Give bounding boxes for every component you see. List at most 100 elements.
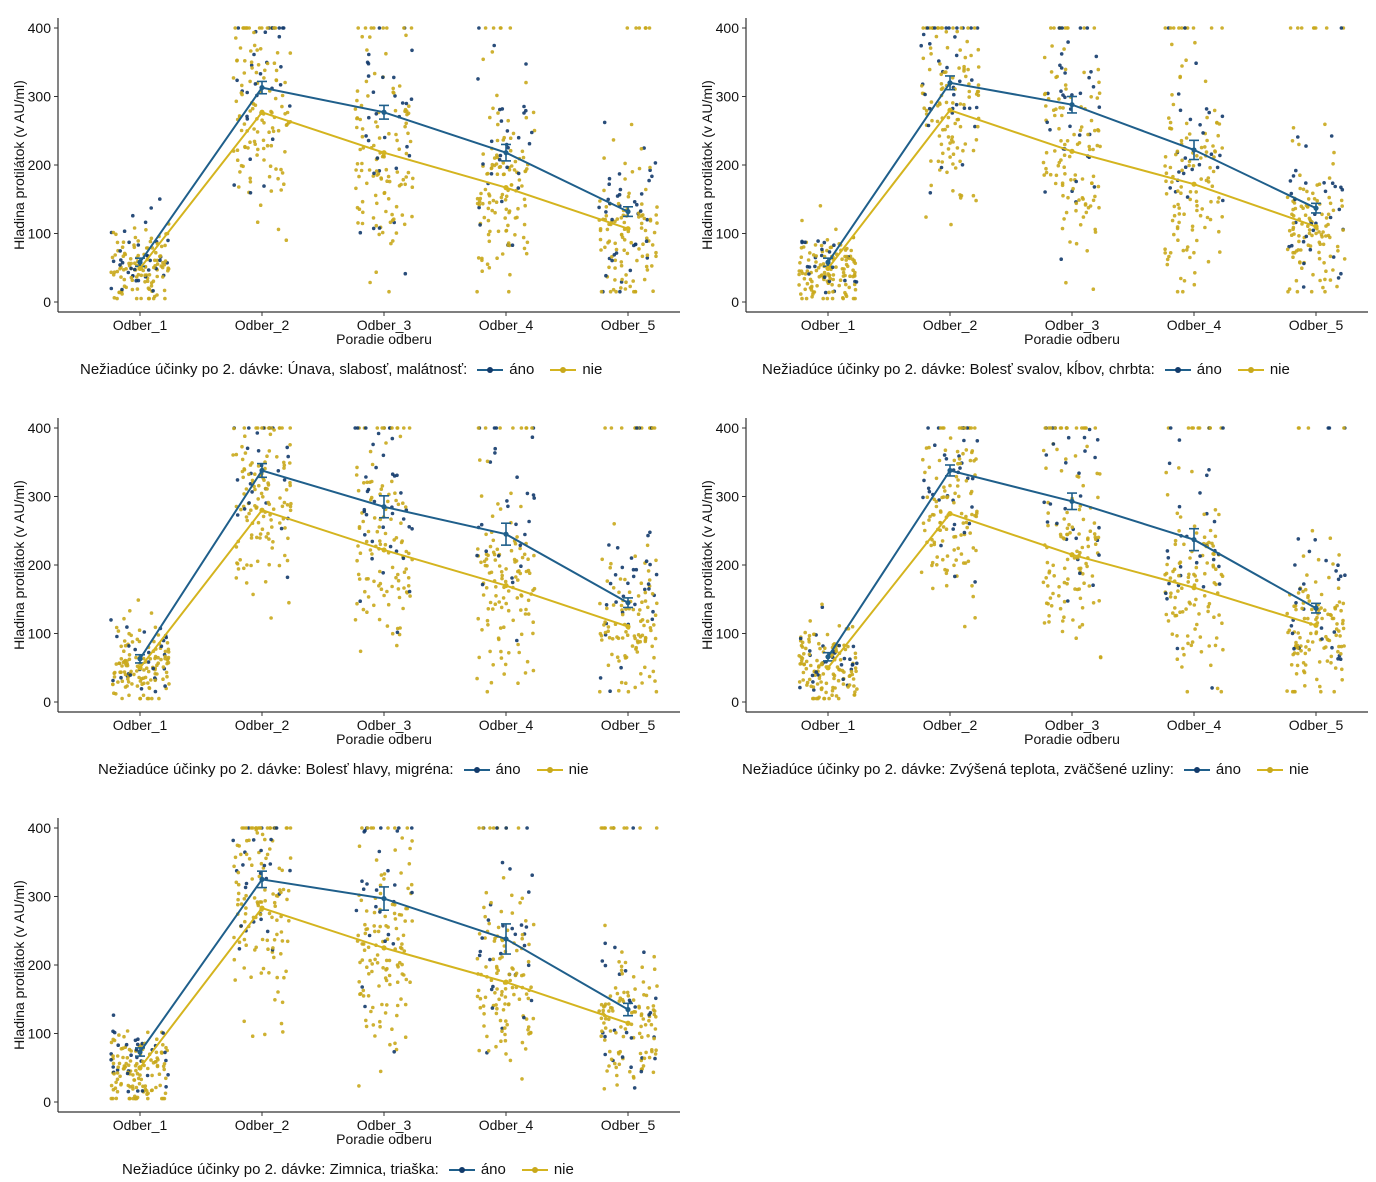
data-point <box>611 138 616 142</box>
data-point <box>1300 266 1304 271</box>
data-point <box>245 563 249 567</box>
data-point <box>389 517 393 521</box>
series-point-nie <box>1069 148 1075 154</box>
data-point <box>498 26 503 30</box>
data-point <box>155 262 160 266</box>
data-point <box>283 150 287 154</box>
data-point <box>268 164 273 168</box>
data-point <box>954 53 959 58</box>
data-point <box>524 992 529 996</box>
data-point <box>1059 469 1064 473</box>
data-point <box>606 197 610 202</box>
data-point <box>817 641 821 646</box>
data-point <box>832 676 836 681</box>
data-point <box>654 689 659 694</box>
data-point <box>797 283 801 287</box>
data-point <box>1086 544 1091 549</box>
data-point <box>1082 435 1087 440</box>
data-point <box>817 676 822 681</box>
data-point <box>974 105 979 110</box>
data-point <box>935 26 940 30</box>
data-point <box>131 213 135 218</box>
data-point <box>1184 136 1189 140</box>
data-point <box>111 1061 116 1066</box>
data-point <box>256 63 261 67</box>
data-point <box>1205 138 1209 143</box>
data-point <box>800 240 804 245</box>
data-point <box>385 589 389 594</box>
data-point <box>1063 71 1067 75</box>
data-point <box>1163 155 1168 159</box>
data-point <box>1310 640 1315 644</box>
data-point <box>1059 52 1064 56</box>
series-point-nie <box>137 1065 143 1071</box>
data-point <box>277 26 282 30</box>
data-point <box>378 924 383 929</box>
data-point <box>1288 179 1293 183</box>
data-point <box>270 110 274 115</box>
data-point <box>356 544 360 548</box>
data-point <box>269 837 273 842</box>
data-point <box>493 936 497 941</box>
data-point <box>524 919 528 923</box>
data-point <box>1336 649 1340 654</box>
data-point <box>377 232 382 237</box>
data-point <box>491 550 496 555</box>
data-point <box>268 826 273 830</box>
data-point <box>640 254 645 259</box>
data-point <box>407 862 412 866</box>
data-point <box>646 533 650 538</box>
legend-title: Nežiadúce účinky po 2. dávke: Zvýšená te… <box>742 761 1174 778</box>
data-point <box>355 116 360 120</box>
data-point <box>263 899 268 903</box>
data-point <box>501 138 506 142</box>
data-point <box>816 265 821 270</box>
data-point <box>1324 234 1328 238</box>
data-point <box>943 448 948 452</box>
data-point <box>810 673 815 678</box>
data-point <box>274 78 279 83</box>
data-point <box>1068 240 1072 244</box>
data-point <box>1307 549 1312 554</box>
data-point <box>958 159 962 164</box>
data-point <box>265 143 270 148</box>
data-point <box>1049 26 1053 30</box>
data-point <box>921 495 925 500</box>
data-point <box>1178 560 1183 564</box>
data-point <box>151 666 155 671</box>
data-point <box>823 646 827 650</box>
data-point <box>386 602 391 607</box>
data-point <box>404 906 408 911</box>
data-point <box>488 957 492 962</box>
data-point <box>1180 64 1184 68</box>
data-point <box>355 162 360 166</box>
data-point <box>952 563 956 568</box>
data-point <box>837 643 841 648</box>
data-point <box>1171 569 1175 574</box>
data-point <box>129 275 134 280</box>
data-point <box>1048 502 1053 506</box>
data-point <box>1180 158 1184 163</box>
data-point <box>946 147 951 151</box>
data-point <box>355 465 359 470</box>
data-point <box>164 1058 168 1063</box>
data-point <box>1074 201 1079 206</box>
data-point <box>485 618 490 623</box>
data-point <box>135 669 139 673</box>
data-point <box>1287 287 1292 291</box>
data-point <box>152 639 156 644</box>
data-point <box>479 191 483 196</box>
data-point <box>843 254 847 259</box>
data-point <box>1211 557 1216 562</box>
data-point <box>815 682 820 686</box>
data-point <box>619 216 624 220</box>
data-point <box>934 34 939 39</box>
data-point <box>1087 75 1091 80</box>
data-point <box>921 521 926 525</box>
data-point <box>644 559 649 563</box>
data-point <box>620 565 625 570</box>
data-point <box>629 1036 634 1040</box>
data-point <box>634 26 638 30</box>
